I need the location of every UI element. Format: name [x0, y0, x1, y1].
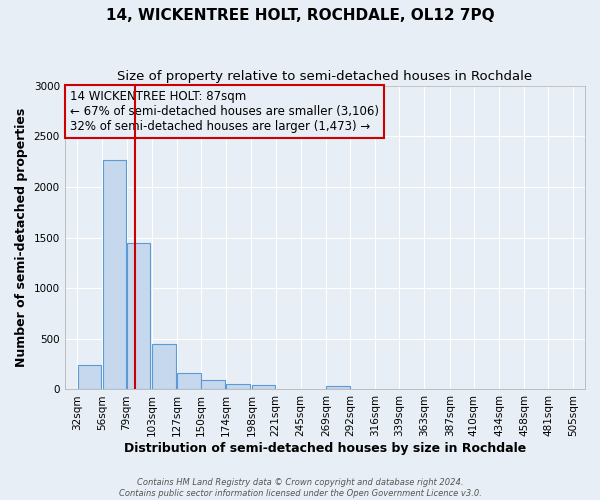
X-axis label: Distribution of semi-detached houses by size in Rochdale: Distribution of semi-detached houses by … — [124, 442, 526, 455]
Bar — [226, 384, 250, 390]
Bar — [103, 160, 126, 390]
Text: 14 WICKENTREE HOLT: 87sqm
← 67% of semi-detached houses are smaller (3,106)
32% : 14 WICKENTREE HOLT: 87sqm ← 67% of semi-… — [70, 90, 379, 133]
Bar — [77, 365, 101, 390]
Bar — [251, 386, 275, 390]
Text: Contains HM Land Registry data © Crown copyright and database right 2024.
Contai: Contains HM Land Registry data © Crown c… — [119, 478, 481, 498]
Title: Size of property relative to semi-detached houses in Rochdale: Size of property relative to semi-detach… — [117, 70, 532, 83]
Bar — [326, 386, 350, 390]
Y-axis label: Number of semi-detached properties: Number of semi-detached properties — [15, 108, 28, 367]
Bar — [152, 344, 176, 390]
Bar — [202, 380, 225, 390]
Bar — [127, 242, 151, 390]
Text: 14, WICKENTREE HOLT, ROCHDALE, OL12 7PQ: 14, WICKENTREE HOLT, ROCHDALE, OL12 7PQ — [106, 8, 494, 22]
Bar — [177, 374, 201, 390]
